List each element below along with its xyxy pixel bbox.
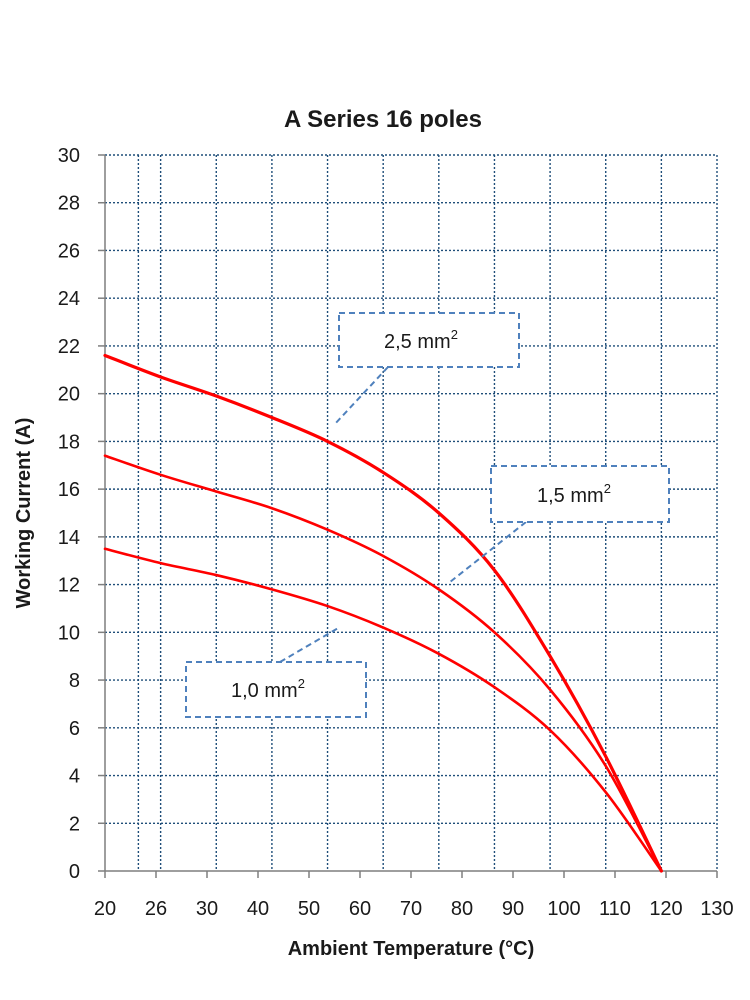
series-line-2	[103, 547, 663, 873]
y-tick-label: 16	[58, 479, 80, 501]
x-tick-label: 120	[649, 898, 682, 920]
callout-box-1-0	[185, 661, 367, 718]
series-line-0	[103, 353, 663, 873]
x-tick-label: 26	[145, 898, 167, 920]
callout-2-5: 2,5 mm2	[333, 312, 520, 426]
callout-label-1-5-sup: 2	[604, 481, 611, 496]
y-tick-label: 2	[69, 813, 80, 835]
callout-label-1-5: 1,5 mm2	[537, 481, 611, 507]
callout-label-2-5: 2,5 mm2	[384, 327, 458, 353]
x-tick-label: 50	[298, 898, 320, 920]
x-tick-label: 60	[349, 898, 371, 920]
y-tick-label: 30	[58, 145, 80, 167]
grid	[105, 154, 718, 871]
x-tick-label: 110	[599, 898, 631, 920]
y-tick-label: 24	[58, 288, 80, 310]
y-axis-title: Working Current (A)	[13, 418, 35, 609]
callout-leader-2-5	[333, 366, 389, 426]
y-tick-label: 14	[58, 527, 80, 549]
x-axis-title: Ambient Temperature (°C)	[288, 938, 535, 960]
callout-1-5: 1,5 mm2	[449, 465, 670, 583]
callout-label-1-0-text: 1,0 mm	[231, 680, 298, 702]
y-tick-label: 0	[69, 861, 80, 883]
callout-box-1-5	[490, 465, 670, 523]
y-tick-label: 10	[58, 622, 80, 644]
series-lines	[103, 353, 663, 873]
callout-1-0: 1,0 mm2	[185, 626, 367, 718]
x-tick-label: 80	[451, 898, 473, 920]
callout-label-2-5-sup: 2	[451, 327, 458, 342]
series-line-1	[103, 454, 663, 873]
x-tick-label: 70	[400, 898, 422, 920]
callout-leader-1-0	[279, 626, 341, 663]
callout-leader-1-5	[449, 521, 527, 583]
x-tick-labels: 20 26 30 40 50 60 70 80 90 100 110 120 130	[94, 871, 734, 920]
y-tick-label: 18	[58, 431, 80, 453]
x-tick-label: 130	[700, 898, 733, 920]
callout-label-1-5-text: 1,5 mm	[537, 485, 604, 507]
y-tick-label: 22	[58, 336, 80, 358]
x-tick-label: 20	[94, 898, 116, 920]
y-tick-label: 8	[69, 670, 80, 692]
x-tick-label: 90	[502, 898, 524, 920]
callout-label-1-0: 1,0 mm2	[231, 676, 305, 702]
x-tick-label: 100	[547, 898, 580, 920]
y-tick-label: 12	[58, 575, 80, 597]
callout-label-1-0-sup: 2	[298, 676, 305, 691]
callout-box-2-5	[338, 312, 520, 368]
y-tick-label: 6	[69, 718, 80, 740]
x-tick-label: 40	[247, 898, 269, 920]
y-tick-label: 20	[58, 384, 80, 406]
y-tick-label: 4	[69, 766, 80, 788]
callout-label-2-5-text: 2,5 mm	[384, 331, 451, 353]
y-tick-label: 28	[58, 193, 80, 215]
x-tick-label: 30	[196, 898, 218, 920]
chart-title: A Series 16 poles	[284, 106, 482, 133]
y-tick-label: 26	[58, 240, 80, 262]
